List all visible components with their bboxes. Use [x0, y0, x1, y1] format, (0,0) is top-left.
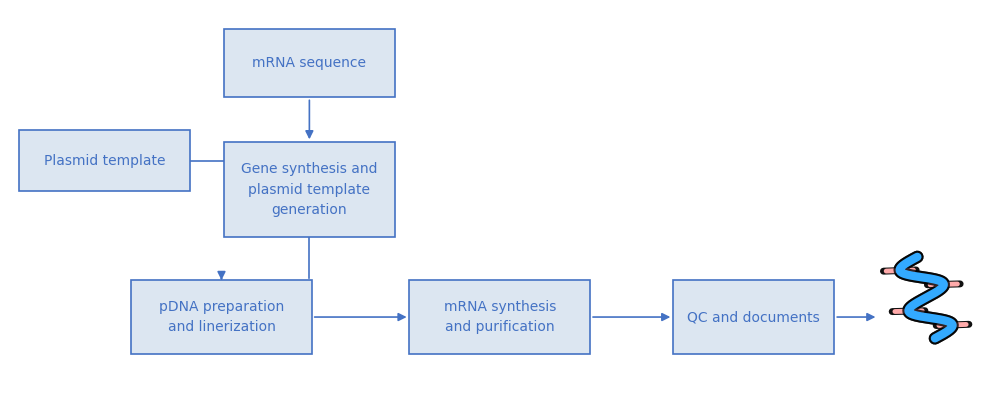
- Text: QC and documents: QC and documents: [688, 310, 821, 324]
- FancyBboxPatch shape: [224, 29, 395, 97]
- FancyBboxPatch shape: [131, 280, 312, 354]
- Text: Gene synthesis and
plasmid template
generation: Gene synthesis and plasmid template gene…: [241, 162, 377, 217]
- FancyBboxPatch shape: [224, 142, 395, 237]
- Text: mRNA synthesis
and purification: mRNA synthesis and purification: [443, 300, 556, 334]
- FancyBboxPatch shape: [673, 280, 834, 354]
- Text: mRNA sequence: mRNA sequence: [252, 56, 366, 70]
- Text: pDNA preparation
and linerization: pDNA preparation and linerization: [159, 300, 284, 334]
- Text: Plasmid template: Plasmid template: [43, 154, 165, 168]
- FancyBboxPatch shape: [410, 280, 590, 354]
- FancyBboxPatch shape: [19, 131, 190, 191]
